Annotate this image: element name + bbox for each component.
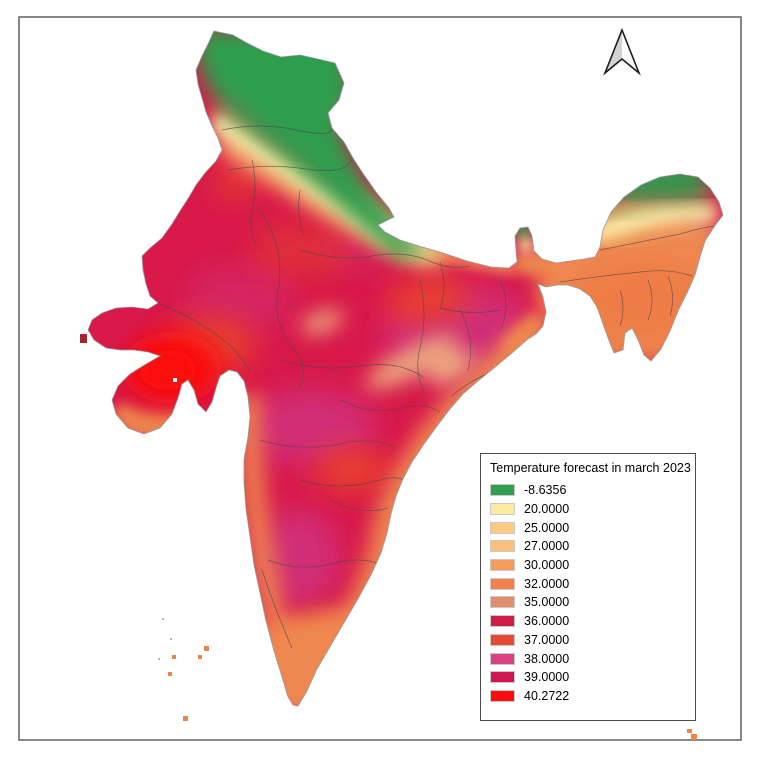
legend-title: Temperature forecast in march 2023 [490, 461, 691, 475]
legend-item: 38.0000 [490, 649, 689, 668]
legend: Temperature forecast in march 2023 -8.63… [480, 453, 696, 721]
legend-swatch [490, 671, 515, 684]
legend-item: 30.0000 [490, 556, 689, 575]
map-frame [18, 16, 742, 741]
nicobar-islands [687, 729, 697, 740]
legend-item: 32.0000 [490, 574, 689, 593]
india-coastline [87, 30, 724, 707]
legend-item: 25.0000 [490, 518, 689, 537]
legend-label: 37.0000 [524, 632, 570, 647]
legend-label: 32.0000 [524, 576, 570, 591]
legend-label: 30.0000 [524, 558, 570, 573]
legend-swatch [490, 503, 515, 516]
gulf-islet-gap [173, 378, 177, 382]
legend-label: 40.2722 [524, 688, 570, 703]
legend-item: 35.0000 [490, 593, 689, 612]
legend-item: -8.6356 [490, 481, 689, 500]
raster-salmon-patches [301, 309, 476, 390]
lakshadweep-islands [158, 618, 209, 721]
legend-item: 39.0000 [490, 668, 689, 687]
legend-label: 27.0000 [524, 539, 570, 554]
legend-item: 40.2722 [490, 687, 689, 706]
legend-swatch [490, 615, 515, 628]
legend-label: 25.0000 [524, 520, 570, 535]
legend-label: 38.0000 [524, 651, 570, 666]
legend-swatch [490, 540, 515, 553]
legend-item: 36.0000 [490, 612, 689, 631]
legend-item: 27.0000 [490, 537, 689, 556]
legend-swatch [490, 596, 515, 609]
legend-swatch [490, 484, 515, 497]
state-boundaries [157, 125, 715, 649]
raster-hotspot-gujarat [122, 332, 222, 404]
legend-swatch [490, 633, 515, 646]
legend-label: -8.6356 [524, 483, 567, 498]
legend-swatch [490, 521, 515, 534]
legend-label: 35.0000 [524, 595, 570, 610]
legend-item: 20.0000 [490, 500, 689, 519]
legend-label: 36.0000 [524, 614, 570, 629]
north-arrow-icon [603, 27, 641, 76]
legend-label: 39.0000 [524, 670, 570, 685]
legend-swatch [490, 652, 515, 665]
kutch-islet [80, 334, 87, 343]
legend-items: -8.6356 20.0000 25.0000 27.0000 30.0000 32.00… [490, 481, 689, 705]
legend-swatch [490, 689, 515, 702]
legend-swatch [490, 577, 515, 590]
legend-label: 20.0000 [524, 502, 570, 517]
raster-himalaya-bands [196, 31, 445, 268]
legend-item: 37.0000 [490, 631, 689, 650]
north-arrow-outline [603, 27, 641, 76]
legend-swatch [490, 559, 515, 572]
